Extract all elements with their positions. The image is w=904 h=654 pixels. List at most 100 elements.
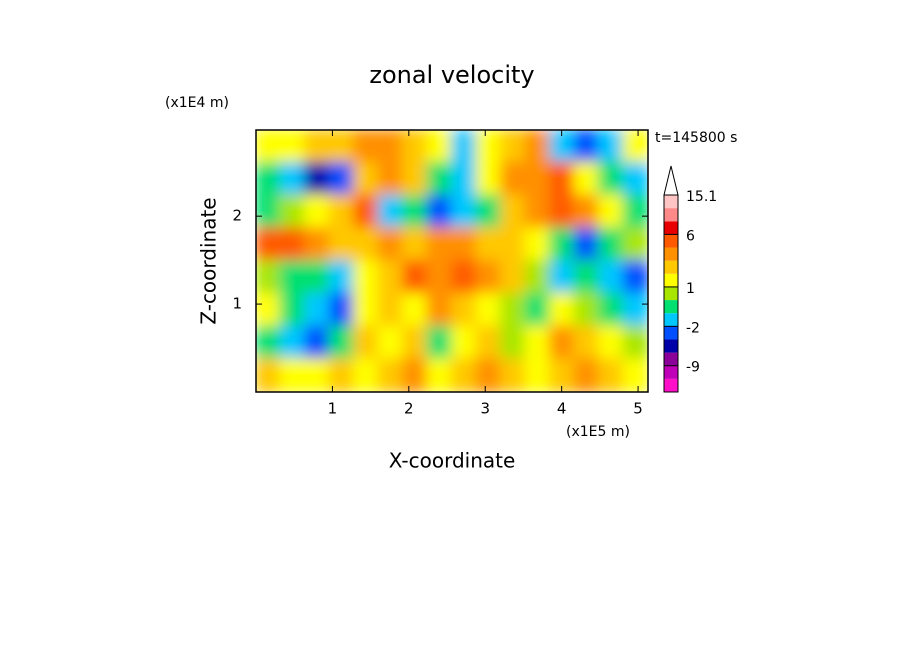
- field-cell: [549, 194, 576, 230]
- colorbar-segment: [664, 300, 678, 314]
- x-tick-label: 4: [557, 400, 567, 418]
- field-cell: [549, 161, 576, 197]
- colorbar-segment: [664, 339, 678, 353]
- field-cell: [256, 130, 282, 164]
- field-cell: [500, 161, 527, 197]
- field-cell: [426, 161, 453, 197]
- field-cell: [304, 260, 331, 295]
- field-cell: [573, 260, 600, 295]
- field-cell: [451, 161, 478, 197]
- colorbar-segment: [664, 365, 678, 379]
- field-cell: [549, 325, 576, 361]
- field-cell: [524, 161, 551, 197]
- colorbar-label: -9: [686, 360, 700, 376]
- field-cell: [524, 358, 551, 392]
- colorbar-label: -2: [686, 320, 700, 336]
- x-axis-label: X-coordinate: [389, 449, 516, 473]
- field-cell: [573, 194, 600, 230]
- field-cell: [598, 227, 625, 262]
- field-cell: [328, 358, 355, 392]
- field-cell: [475, 260, 502, 295]
- field-cell: [426, 194, 453, 230]
- field-cell: [573, 358, 600, 392]
- field-cell: [475, 161, 502, 197]
- time-label: t=145800 s: [655, 130, 737, 146]
- x-tick-label: 3: [480, 400, 490, 418]
- field-cell: [304, 325, 331, 361]
- field-cell: [402, 130, 429, 164]
- field-cell: [377, 358, 404, 392]
- colorbar-segment: [664, 195, 678, 209]
- field-cell: [451, 227, 478, 262]
- field-cell: [622, 194, 648, 230]
- field-cell: [353, 325, 380, 361]
- field-cell: [377, 194, 404, 230]
- field-cell: [279, 227, 306, 262]
- field-cell: [353, 194, 380, 230]
- field-cell: [353, 161, 380, 197]
- field-cell: [426, 260, 453, 295]
- field-cell: [524, 292, 551, 328]
- field-cell: [377, 260, 404, 295]
- field-cell: [573, 325, 600, 361]
- field-cell: [328, 194, 355, 230]
- field-cell: [500, 194, 527, 230]
- field-cell: [256, 227, 282, 262]
- x-tick-label: 5: [633, 400, 643, 418]
- field-cell: [402, 194, 429, 230]
- field-cell: [524, 194, 551, 230]
- field-cell: [573, 227, 600, 262]
- field-cell: [598, 161, 625, 197]
- field-cell: [353, 358, 380, 392]
- colorbar-label: 6: [686, 228, 695, 244]
- field-cell: [475, 130, 502, 164]
- field-cell: [304, 194, 331, 230]
- field-cell: [451, 260, 478, 295]
- plot-frame: [255, 129, 649, 393]
- field-cell: [402, 292, 429, 328]
- field-cell: [426, 130, 453, 164]
- field-cell: [598, 358, 625, 392]
- field-cell: [279, 194, 306, 230]
- field-cell: [304, 292, 331, 328]
- field-cell: [500, 227, 527, 262]
- field-cell: [598, 260, 625, 295]
- field-cell: [328, 325, 355, 361]
- field-cell: [500, 130, 527, 164]
- field-cell: [598, 325, 625, 361]
- field-cell: [353, 260, 380, 295]
- field-cell: [451, 130, 478, 164]
- field-cell: [426, 325, 453, 361]
- field-cell: [328, 161, 355, 197]
- colorbar-segment: [664, 352, 678, 366]
- y-axis-label: Z-coordinate: [197, 197, 221, 324]
- field-cell: [622, 130, 648, 164]
- field-cell: [328, 292, 355, 328]
- field-cell: [475, 292, 502, 328]
- field-cell: [304, 358, 331, 392]
- colorbar-label: 1: [686, 281, 695, 297]
- field-cell: [451, 358, 478, 392]
- field-cell: [549, 260, 576, 295]
- field-cell: [500, 260, 527, 295]
- contour-fill: [256, 130, 648, 392]
- colorbar-label: 15.1: [686, 189, 717, 205]
- field-cell: [353, 292, 380, 328]
- field-cell: [524, 227, 551, 262]
- field-cell: [549, 358, 576, 392]
- field-cell: [549, 130, 576, 164]
- colorbar-segment: [664, 208, 678, 222]
- field-cell: [377, 161, 404, 197]
- field-cell: [524, 260, 551, 295]
- field-cell: [279, 161, 306, 197]
- field-cell: [402, 358, 429, 392]
- field-cell: [598, 194, 625, 230]
- field-cell: [573, 130, 600, 164]
- field-cell: [256, 194, 282, 230]
- field-cell: [475, 325, 502, 361]
- field-cell: [279, 358, 306, 392]
- colorbar-segment: [664, 221, 678, 235]
- field-cell: [279, 292, 306, 328]
- field-cell: [279, 325, 306, 361]
